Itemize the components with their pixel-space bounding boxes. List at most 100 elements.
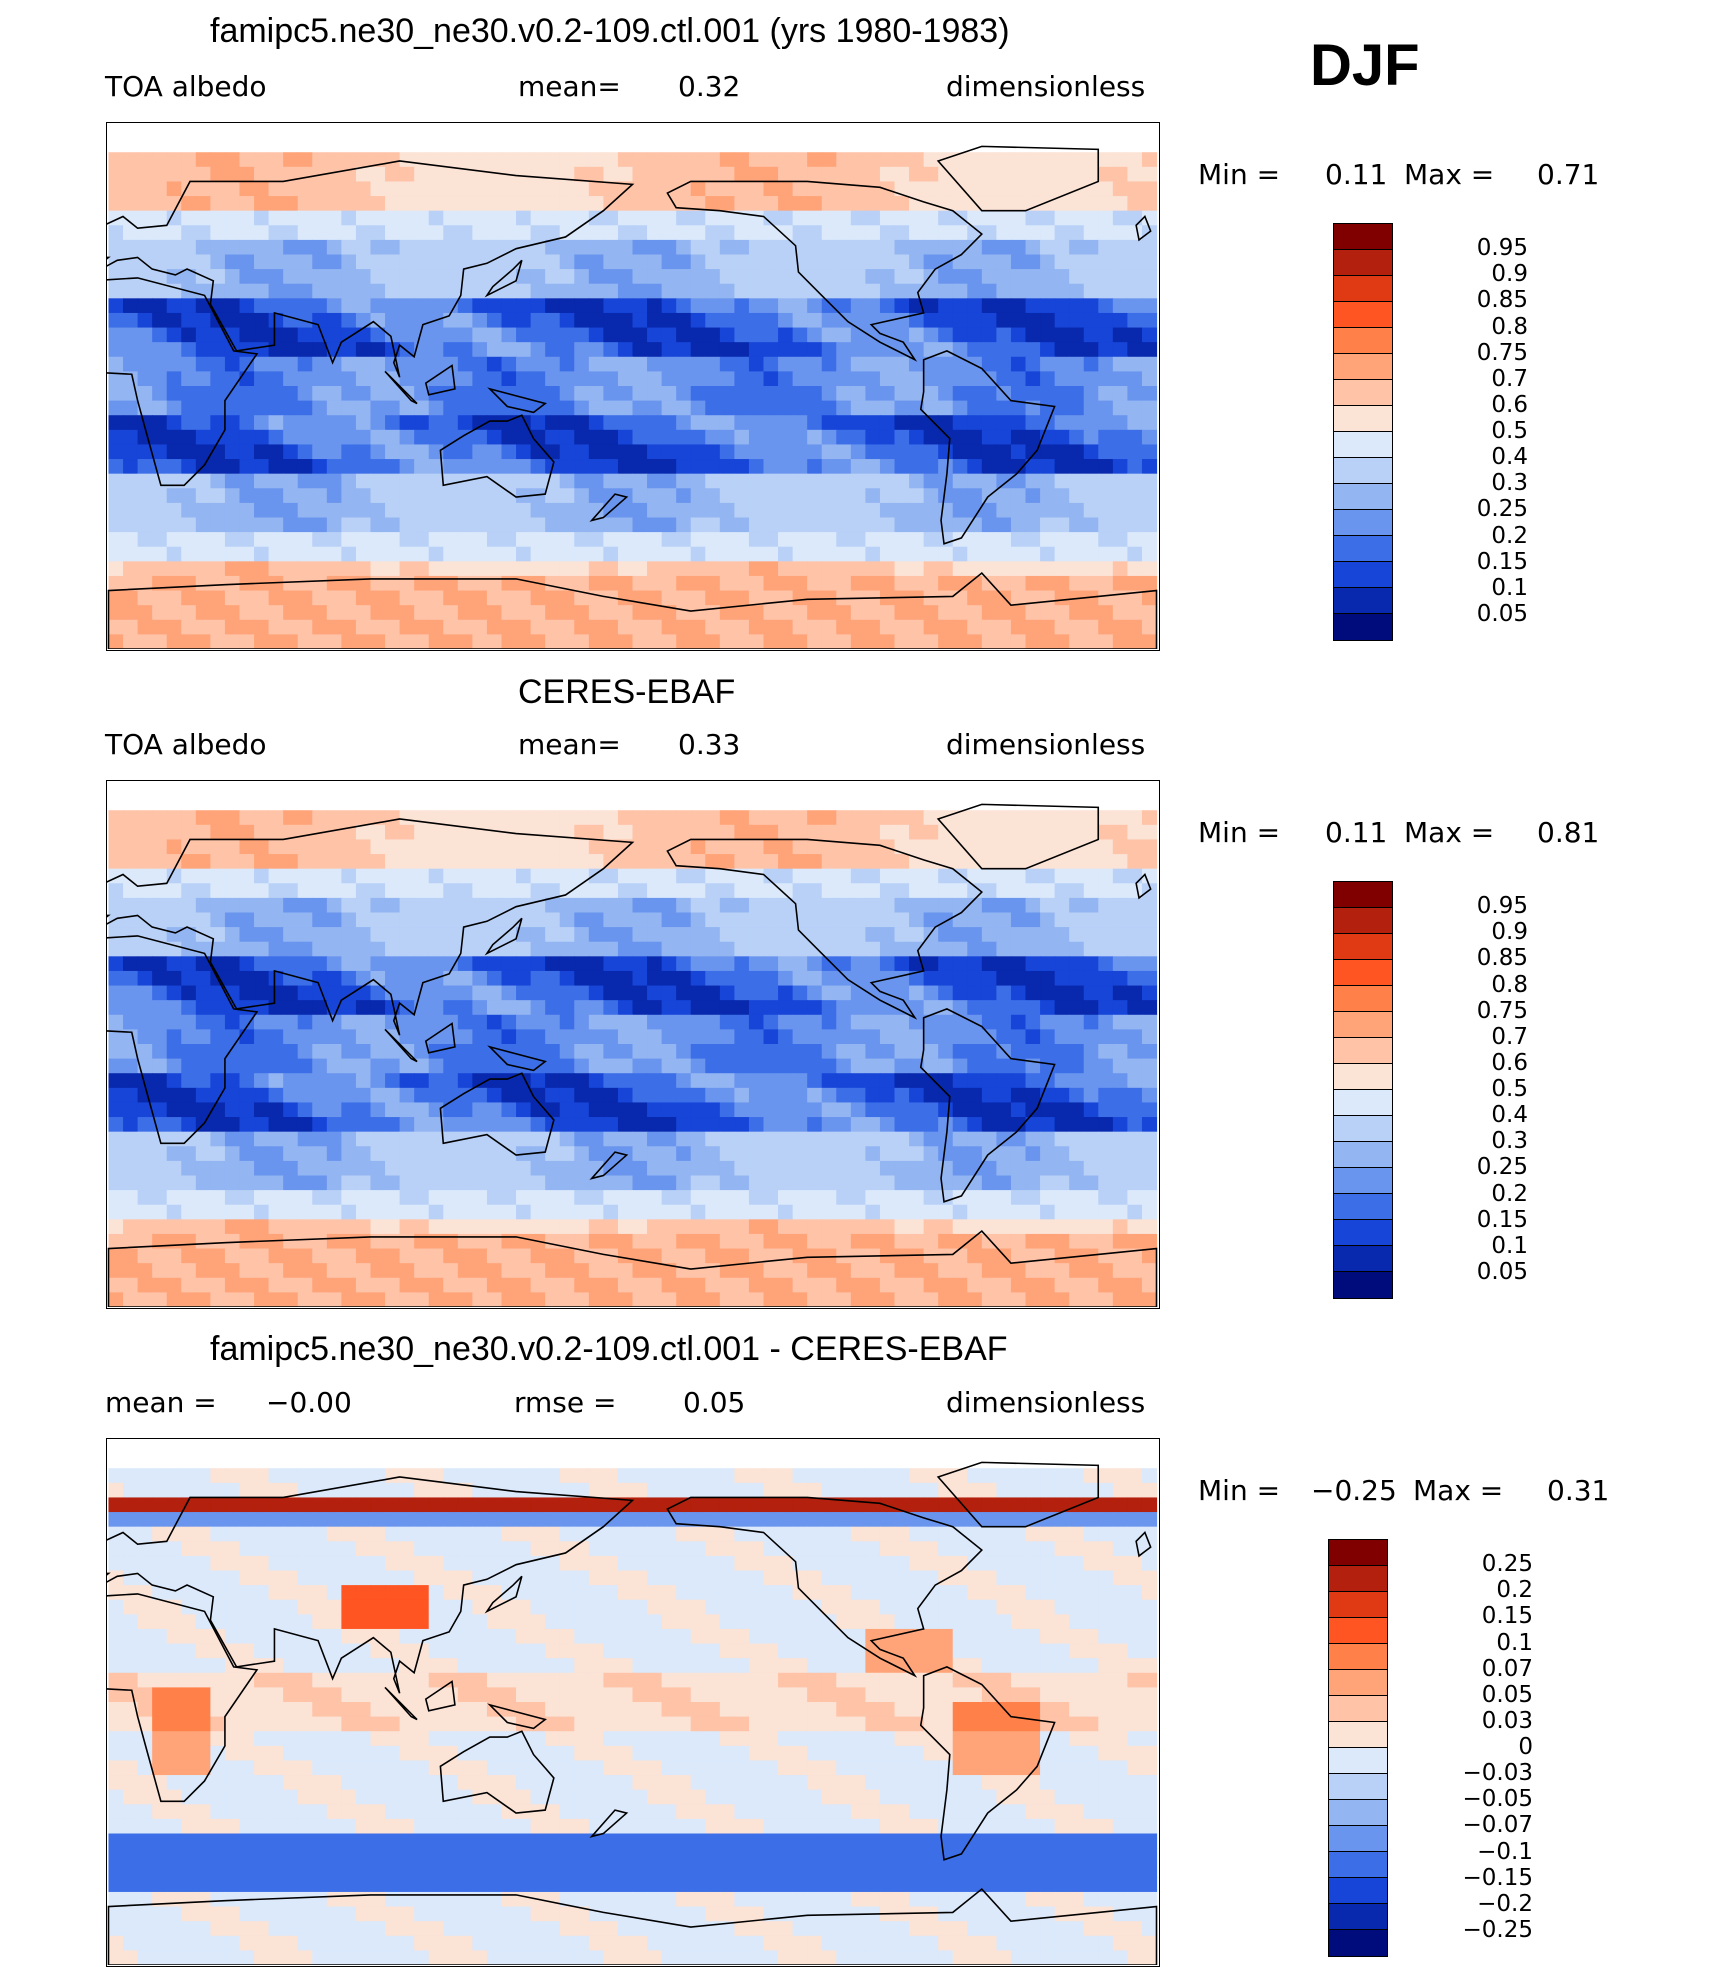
field-cell bbox=[457, 868, 473, 884]
field-cell bbox=[705, 1277, 721, 1293]
field-cell bbox=[530, 225, 546, 241]
field-cell bbox=[530, 473, 546, 489]
field-cell bbox=[1054, 970, 1070, 987]
field-cell bbox=[1083, 912, 1099, 928]
field-cell bbox=[137, 488, 153, 504]
field-cell bbox=[996, 371, 1012, 387]
field-cell bbox=[516, 283, 532, 299]
field-cell bbox=[239, 532, 255, 548]
field-cell bbox=[807, 1117, 823, 1133]
field-cell bbox=[647, 1102, 663, 1118]
field-cell bbox=[632, 1263, 648, 1279]
field-cell bbox=[1054, 444, 1070, 460]
field-cell bbox=[443, 1219, 459, 1235]
field-cell bbox=[123, 196, 139, 212]
field-cell bbox=[108, 298, 124, 314]
field-cell bbox=[312, 356, 328, 372]
field-cell bbox=[1010, 181, 1027, 197]
field-cell bbox=[254, 1175, 270, 1191]
field-cell bbox=[399, 1190, 415, 1206]
field-cell bbox=[268, 225, 284, 241]
field-cell bbox=[792, 283, 808, 299]
field-cell bbox=[617, 970, 634, 987]
field-cell bbox=[690, 254, 706, 270]
field-cell bbox=[1010, 619, 1027, 635]
field-cell bbox=[254, 371, 270, 387]
field-cell bbox=[312, 927, 328, 943]
field-cell bbox=[1141, 897, 1158, 914]
field-cell bbox=[1112, 941, 1128, 957]
field-cell bbox=[792, 1190, 808, 1206]
field-cell bbox=[1112, 196, 1128, 212]
field-cell bbox=[254, 1248, 270, 1264]
field-cell bbox=[545, 356, 561, 372]
field-cell bbox=[268, 1233, 284, 1250]
field-cell bbox=[676, 1219, 692, 1235]
field-cell bbox=[792, 152, 808, 168]
field-cell bbox=[879, 1014, 896, 1030]
field-cell bbox=[457, 1219, 473, 1235]
field-cell bbox=[1098, 970, 1114, 987]
field-cell bbox=[661, 1248, 677, 1264]
field-cell bbox=[254, 634, 270, 649]
field-cell bbox=[734, 196, 750, 212]
field-cell bbox=[792, 1204, 808, 1220]
field-cell bbox=[210, 561, 226, 577]
field-cell bbox=[341, 225, 357, 241]
field-cell bbox=[1054, 532, 1070, 548]
field-cell bbox=[763, 356, 779, 372]
field-cell bbox=[516, 342, 532, 358]
field-cell bbox=[108, 356, 124, 372]
field-cell bbox=[632, 298, 648, 314]
field-cell bbox=[399, 429, 415, 446]
field-cell bbox=[457, 1117, 473, 1133]
field-cell bbox=[850, 254, 866, 270]
field-cell bbox=[996, 181, 1012, 197]
field-cell bbox=[1112, 1044, 1128, 1060]
field-cell bbox=[545, 1058, 561, 1074]
field-cell bbox=[312, 1014, 328, 1030]
field-cell bbox=[1040, 327, 1056, 343]
field-cell bbox=[850, 824, 866, 841]
field-cell bbox=[748, 502, 765, 519]
field-cell bbox=[705, 970, 721, 987]
field-cell bbox=[254, 488, 270, 504]
field-cell bbox=[588, 386, 604, 402]
panel1-map bbox=[106, 122, 1160, 651]
field-cell bbox=[748, 473, 765, 489]
field-cell bbox=[457, 810, 473, 826]
field-cell bbox=[632, 225, 648, 241]
field-cell bbox=[254, 970, 270, 987]
field-cell bbox=[617, 312, 634, 329]
field-cell bbox=[676, 575, 692, 592]
field-cell bbox=[1069, 839, 1085, 855]
field-cell bbox=[1010, 970, 1027, 987]
field-cell bbox=[705, 868, 721, 884]
field-cell bbox=[763, 371, 779, 387]
field-cell bbox=[617, 210, 634, 226]
field-cell bbox=[152, 1263, 168, 1279]
field-cell bbox=[792, 225, 808, 241]
field-cell bbox=[414, 839, 430, 855]
field-cell bbox=[894, 473, 910, 489]
field-cell bbox=[1083, 210, 1099, 226]
field-cell bbox=[355, 1292, 372, 1307]
field-cell bbox=[865, 561, 881, 577]
field-cell bbox=[763, 985, 779, 1001]
field-cell bbox=[807, 1044, 823, 1060]
field-cell bbox=[137, 561, 153, 577]
field-cell bbox=[1112, 210, 1128, 226]
field-cell bbox=[545, 298, 561, 314]
field-cell bbox=[1025, 371, 1041, 387]
field-cell bbox=[326, 970, 342, 987]
field-cell bbox=[879, 488, 896, 504]
field-cell bbox=[909, 473, 925, 489]
field-cell bbox=[647, 1160, 663, 1177]
field-cell bbox=[603, 912, 619, 928]
field-cell bbox=[1141, 561, 1158, 577]
field-cell bbox=[472, 1102, 488, 1118]
field-cell bbox=[748, 956, 765, 972]
field-cell bbox=[719, 868, 735, 884]
field-cell bbox=[661, 927, 677, 943]
field-cell bbox=[588, 444, 604, 460]
